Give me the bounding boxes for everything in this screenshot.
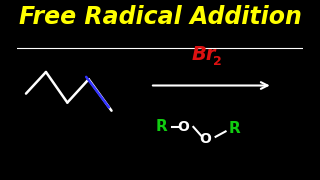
Text: Br: Br (191, 44, 216, 64)
Text: O: O (178, 120, 190, 134)
Text: Free Radical Addition: Free Radical Addition (19, 5, 301, 29)
Text: 2: 2 (213, 55, 221, 68)
Text: R: R (228, 121, 240, 136)
Text: R: R (156, 119, 167, 134)
Text: O: O (200, 132, 212, 146)
